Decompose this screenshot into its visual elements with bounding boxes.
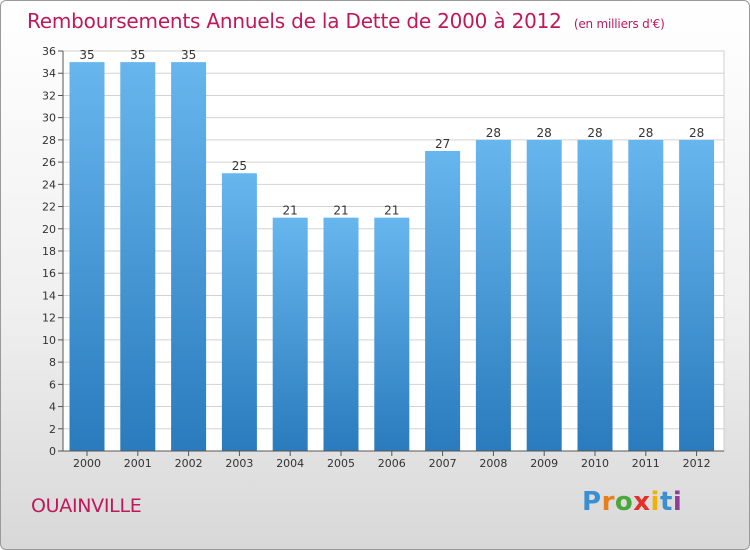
y-tick-label: 34 (42, 67, 56, 80)
y-tick-label: 22 (42, 201, 56, 214)
bar-2000 (69, 62, 105, 451)
x-tick-label-2012: 2012 (683, 457, 711, 470)
bar-2004 (272, 217, 308, 451)
x-tick-label-2006: 2006 (378, 457, 406, 470)
x-tick-label-2009: 2009 (530, 457, 558, 470)
y-tick-label: 32 (42, 89, 56, 102)
data-label-2007: 27 (435, 137, 450, 151)
data-label-2012: 28 (689, 126, 704, 140)
y-tick-label: 30 (42, 112, 56, 125)
bar-2001 (120, 62, 156, 451)
logo-letter: o (614, 487, 634, 517)
x-tick-label-2002: 2002 (175, 457, 203, 470)
bars: 35 35 35 25 21 21 21 27 28 28 28 28 28 (69, 48, 715, 451)
y-tick-label: 4 (49, 401, 56, 414)
bar-2007 (425, 151, 461, 451)
logo-letter: x (633, 487, 651, 517)
x-tick-label-2003: 2003 (225, 457, 253, 470)
bar-2003 (221, 173, 257, 451)
y-tick-label: 18 (42, 245, 56, 258)
data-label-2003: 25 (232, 159, 247, 173)
commune-name: OUAINVILLE (31, 495, 142, 517)
y-tick-label: 2 (49, 423, 56, 436)
logo-letter: i (672, 487, 683, 517)
chart-unit: (en milliers d'€) (573, 17, 665, 31)
x-tick-label-2001: 2001 (124, 457, 152, 470)
bar-2009 (526, 139, 562, 451)
y-tick-label: 6 (49, 378, 56, 391)
proxiti-logo[interactable]: Proxiti (582, 487, 682, 517)
bar-2011 (628, 139, 664, 451)
x-tick-label-2007: 2007 (429, 457, 457, 470)
y-tick-label: 0 (49, 445, 56, 458)
x-tick-label-2011: 2011 (632, 457, 660, 470)
logo-letter: i (650, 487, 660, 517)
data-label-2009: 28 (537, 126, 552, 140)
y-tick-label: 16 (42, 267, 56, 280)
data-label-2008: 28 (486, 126, 501, 140)
data-label-2000: 35 (79, 48, 94, 62)
x-tick-label-2000: 2000 (73, 457, 101, 470)
x-tick-label-2008: 2008 (479, 457, 507, 470)
y-tick-label: 14 (42, 289, 56, 302)
y-tick-label: 24 (42, 178, 56, 191)
y-tick-label: 28 (42, 134, 56, 147)
data-label-2004: 21 (283, 204, 298, 218)
x-tick-label-2005: 2005 (327, 457, 355, 470)
x-tick-label-2010: 2010 (581, 457, 609, 470)
y-tick-label: 20 (42, 223, 56, 236)
x-tick-label-2004: 2004 (276, 457, 304, 470)
y-tick-label: 26 (42, 156, 56, 169)
y-tick-label: 10 (42, 334, 56, 347)
bar-2008 (475, 139, 511, 451)
data-label-2001: 35 (130, 48, 145, 62)
bar-2005 (323, 217, 359, 451)
data-label-2010: 28 (587, 126, 602, 140)
data-label-2005: 21 (333, 204, 348, 218)
bar-2012 (679, 139, 715, 451)
y-tick-label: 12 (42, 312, 56, 325)
chart-title-text: Remboursements Annuels de la Dette de 20… (27, 9, 562, 33)
y-tick-label: 8 (49, 356, 56, 369)
data-label-2006: 21 (384, 204, 399, 218)
logo-letter: r (601, 487, 615, 517)
y-tick-label: 36 (42, 45, 56, 58)
bar-2006 (374, 217, 410, 451)
logo-letter: P (582, 487, 602, 517)
bar-2002 (171, 62, 207, 451)
bar-2010 (577, 139, 613, 451)
logo-letter: t (659, 487, 673, 517)
data-label-2002: 35 (181, 48, 196, 62)
data-label-2011: 28 (638, 126, 653, 140)
chart-title: Remboursements Annuels de la Dette de 20… (27, 9, 665, 33)
